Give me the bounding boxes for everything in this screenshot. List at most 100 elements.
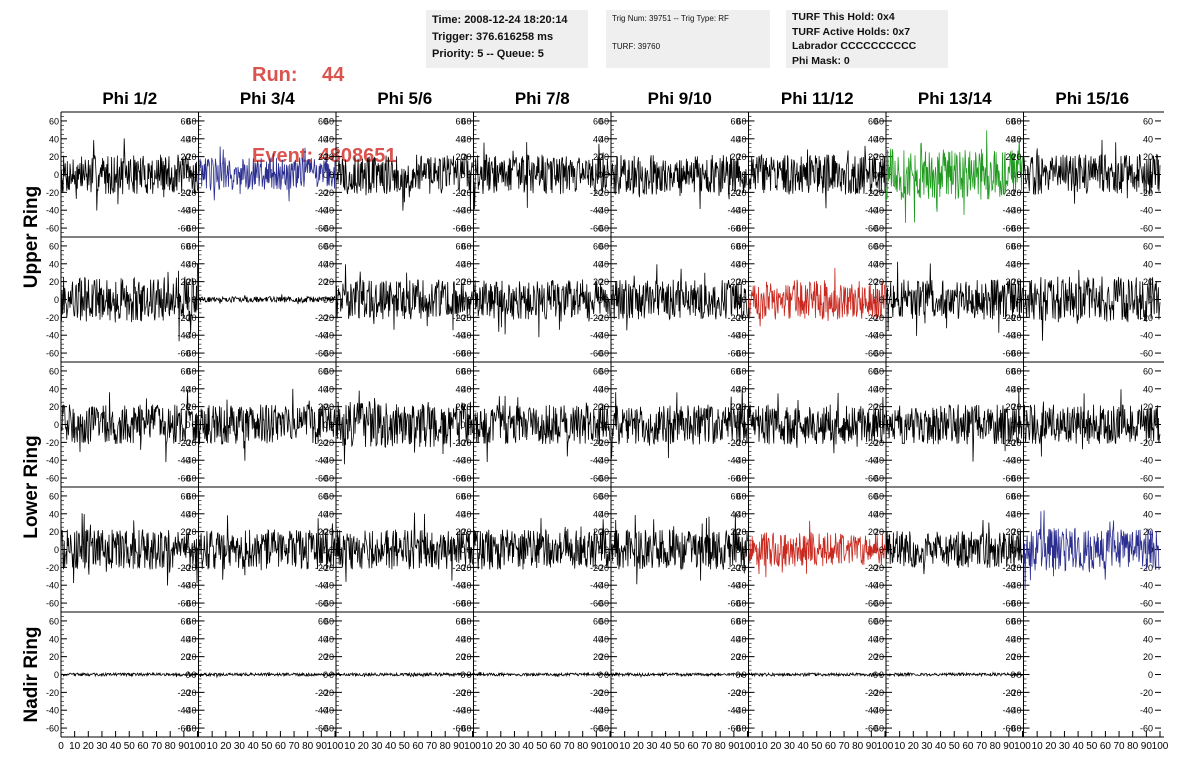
- y-tick-label-right: 40: [318, 134, 328, 144]
- y-tick-label-right: -60: [865, 224, 878, 234]
- y-tick-label: -20: [46, 313, 59, 323]
- y-tick-label-right: 60: [1005, 116, 1015, 126]
- y-tick-label-right: 40: [1143, 134, 1153, 144]
- y-tick-label: -40: [458, 706, 471, 716]
- y-tick-label: -60: [458, 349, 471, 359]
- y-tick-label: 60: [736, 616, 746, 626]
- y-tick-label: -20: [733, 438, 746, 448]
- y-tick-label-right: 0: [323, 670, 328, 680]
- y-tick-label: 20: [874, 402, 884, 412]
- y-tick-label-right: -40: [315, 456, 328, 466]
- y-tick-label: 20: [461, 152, 471, 162]
- y-tick-label: -40: [183, 206, 196, 216]
- y-tick-label: 0: [329, 545, 334, 555]
- y-tick-label-right: 40: [455, 634, 465, 644]
- y-tick-label: 40: [324, 634, 334, 644]
- y-tick-label: -60: [46, 349, 59, 359]
- y-tick-label: 60: [461, 366, 471, 376]
- y-tick-label: -40: [183, 456, 196, 466]
- y-tick-label-right: -60: [315, 224, 328, 234]
- y-tick-label-right: 60: [455, 491, 465, 501]
- y-tick-label-right: -20: [452, 688, 465, 698]
- y-tick-label-right: 60: [318, 241, 328, 251]
- y-tick-label: -60: [871, 474, 884, 484]
- x-tick-label: 20: [220, 741, 232, 752]
- y-tick-label: 60: [1011, 491, 1021, 501]
- x-tick-label: 90: [1003, 741, 1015, 752]
- y-tick-label-right: 20: [730, 152, 740, 162]
- y-tick-label: 40: [874, 384, 884, 394]
- x-tick-label: 40: [935, 741, 947, 752]
- y-tick-label-right: 60: [593, 616, 603, 626]
- x-tick-label: 80: [577, 741, 589, 752]
- x-tick-label: 100: [877, 741, 894, 752]
- y-tick-label-right: 60: [593, 491, 603, 501]
- y-tick-label-right: 60: [1143, 366, 1153, 376]
- y-tick-label: 0: [741, 170, 746, 180]
- y-tick-label-right: 0: [323, 420, 328, 430]
- x-tick-label: 40: [798, 741, 810, 752]
- y-tick-label: 60: [461, 116, 471, 126]
- y-tick-label: -20: [871, 688, 884, 698]
- y-tick-label-right: -60: [452, 349, 465, 359]
- waveform-trace: [335, 264, 473, 331]
- y-tick-label: 0: [54, 170, 59, 180]
- y-tick-label-right: -40: [177, 206, 190, 216]
- run-label: Run:: [252, 64, 298, 86]
- column-header: Phi 9/10: [648, 89, 712, 108]
- y-tick-label: 20: [324, 152, 334, 162]
- y-tick-label-right: 60: [868, 491, 878, 501]
- y-tick-label-right: 20: [1143, 652, 1153, 662]
- y-tick-label-right: 60: [593, 116, 603, 126]
- x-tick-label: 30: [784, 741, 796, 752]
- run-value: 44: [322, 64, 345, 86]
- turf-text: TURF: 39760: [612, 42, 661, 51]
- waveform-trace: [1023, 139, 1161, 204]
- y-tick-label-right: 40: [1143, 634, 1153, 644]
- waveform-trace: [335, 390, 473, 465]
- x-tick-label: 60: [275, 741, 287, 752]
- y-tick-label-right: 40: [868, 509, 878, 519]
- x-tick-label: 30: [921, 741, 933, 752]
- y-tick-label-right: -60: [590, 599, 603, 609]
- y-tick-label: 40: [186, 384, 196, 394]
- y-tick-label: -20: [458, 313, 471, 323]
- y-tick-label: -60: [871, 599, 884, 609]
- x-tick-label: 80: [990, 741, 1002, 752]
- y-tick-label: -20: [183, 688, 196, 698]
- waveform-trace: [198, 515, 336, 580]
- y-tick-label-right: 60: [318, 116, 328, 126]
- x-tick-label: 90: [866, 741, 878, 752]
- x-tick-label: 30: [234, 741, 246, 752]
- x-tick-label: 20: [495, 741, 507, 752]
- y-tick-label: 0: [466, 295, 471, 305]
- y-tick-label-right: -20: [727, 188, 740, 198]
- y-tick-label-right: -40: [727, 456, 740, 466]
- y-tick-label: 60: [599, 491, 609, 501]
- y-tick-label: -60: [871, 724, 884, 734]
- waveform-trace: [885, 388, 1023, 462]
- y-tick-label-right: 0: [735, 420, 740, 430]
- row-group-label: Lower Ring: [21, 435, 42, 538]
- y-tick-label-right: 40: [868, 384, 878, 394]
- y-tick-label-right: 40: [318, 259, 328, 269]
- y-tick-label: 60: [461, 241, 471, 251]
- y-tick-label-right: 20: [455, 527, 465, 537]
- y-tick-label: 60: [186, 116, 196, 126]
- y-tick-label: 60: [1011, 616, 1021, 626]
- y-tick-label-right: -40: [177, 331, 190, 341]
- y-tick-label: 40: [1011, 134, 1021, 144]
- y-tick-label-right: -60: [727, 724, 740, 734]
- y-tick-label-right: 0: [598, 545, 603, 555]
- y-tick-label-right: 40: [593, 134, 603, 144]
- y-tick-label-right: -60: [315, 724, 328, 734]
